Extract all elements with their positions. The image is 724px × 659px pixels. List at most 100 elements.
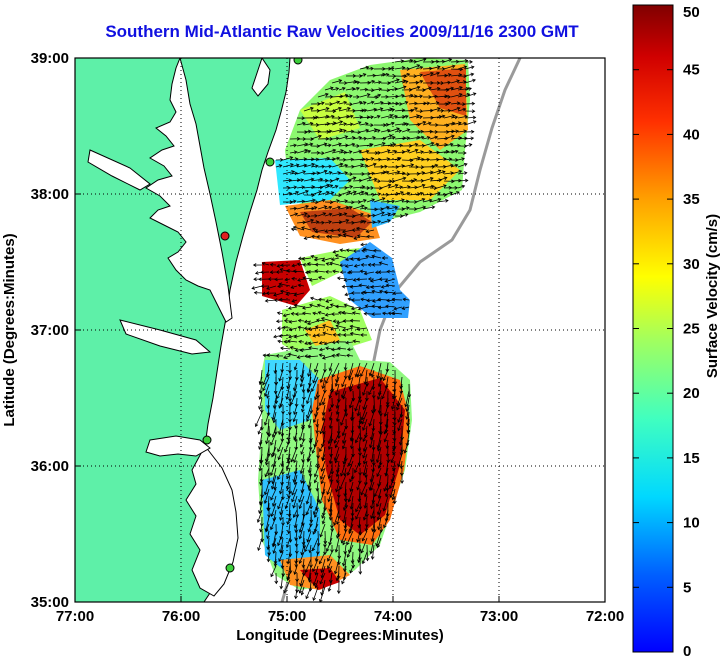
velocity-arrow-head bbox=[318, 134, 322, 139]
albemarle-sound bbox=[145, 435, 211, 457]
velocity-arrow bbox=[366, 137, 376, 140]
velocity-arrow bbox=[255, 411, 263, 427]
velocity-arrow-head bbox=[370, 157, 375, 161]
velocity-arrow-head bbox=[397, 427, 401, 432]
velocity-arrow-head bbox=[376, 473, 380, 477]
velocity-arrow bbox=[293, 376, 298, 391]
velocity-arrow bbox=[287, 551, 291, 564]
velocity-arrow bbox=[457, 163, 468, 168]
velocity-arrow-head bbox=[436, 65, 441, 69]
velocity-arrow bbox=[380, 171, 389, 175]
velocity-arrow-head bbox=[358, 283, 363, 288]
velocity-arrow-head bbox=[305, 595, 309, 600]
velocity-arrow-head bbox=[356, 80, 361, 85]
velocity-arrow-head bbox=[285, 292, 289, 296]
velocity-arrow bbox=[270, 432, 277, 446]
velocity-arrow-head bbox=[328, 234, 332, 239]
velocity-arrow-head bbox=[377, 192, 382, 197]
velocity-arrow bbox=[350, 332, 361, 336]
velocity-arrow-head bbox=[362, 516, 367, 521]
velocity-arrow bbox=[338, 219, 349, 224]
velocity-arrow-head bbox=[327, 588, 332, 592]
velocity-arrow bbox=[279, 369, 284, 381]
velocity-arrow-head bbox=[348, 150, 353, 154]
colorbar-tick-label: 15 bbox=[683, 450, 700, 467]
velocity-arrow-head bbox=[339, 263, 343, 268]
velocity-arrow bbox=[327, 558, 333, 569]
velocity-arrow bbox=[308, 362, 312, 377]
velocity-arrow-head bbox=[402, 176, 407, 181]
velocity-arrow-head bbox=[310, 388, 315, 393]
velocity-arrow bbox=[280, 347, 291, 350]
velocity-arrow-head bbox=[330, 471, 335, 475]
velocity-arrow-head bbox=[263, 393, 268, 397]
velocity-arrow bbox=[331, 143, 342, 147]
velocity-arrow-head bbox=[420, 129, 425, 134]
velocity-arrow-head bbox=[463, 144, 468, 148]
velocity-arrow bbox=[377, 390, 382, 400]
velocity-arrow-head bbox=[437, 197, 442, 202]
velocity-arrow bbox=[331, 101, 340, 105]
radar-station-marker bbox=[265, 157, 275, 167]
velocity-arrow-head bbox=[352, 214, 356, 219]
velocity-arrow bbox=[370, 285, 382, 288]
velocity-arrow-head bbox=[287, 513, 292, 518]
velocity-arrow-head bbox=[407, 185, 411, 189]
velocity-arrow bbox=[415, 131, 424, 133]
velocity-arrow-head bbox=[348, 404, 353, 409]
velocity-arrow bbox=[317, 530, 319, 546]
velocity-arrow bbox=[387, 79, 400, 84]
velocity-arrow bbox=[375, 530, 382, 546]
velocity-arrow bbox=[324, 184, 333, 189]
velocity-arrow-head bbox=[271, 503, 276, 507]
velocity-arrow bbox=[299, 425, 305, 441]
velocity-arrow-head bbox=[387, 183, 392, 188]
velocity-arrow-head bbox=[376, 447, 381, 452]
velocity-arrow-head bbox=[261, 291, 266, 296]
velocity-arrow-head bbox=[276, 311, 281, 316]
velocity-arrow-head bbox=[417, 156, 421, 161]
velocity-arrow-head bbox=[396, 170, 401, 175]
velocity-arrow-head bbox=[272, 543, 277, 547]
velocity-arrow-head bbox=[386, 459, 391, 464]
velocity-arrow bbox=[385, 488, 389, 497]
velocity-arrow bbox=[359, 109, 367, 112]
velocity-arrow-head bbox=[379, 186, 383, 191]
velocity-arrow bbox=[380, 73, 389, 77]
velocity-arrow bbox=[299, 495, 305, 509]
velocity-arrow-head bbox=[364, 434, 368, 439]
velocity-arrow bbox=[324, 158, 336, 161]
velocity-arrow-head bbox=[310, 177, 315, 182]
velocity-arrow-head bbox=[471, 101, 476, 106]
velocity-arrow bbox=[267, 530, 270, 539]
velocity-arrow-head bbox=[353, 190, 357, 195]
velocity-arrow-head bbox=[448, 58, 453, 62]
velocity-arrow-head bbox=[329, 303, 334, 307]
velocity-arrow-head bbox=[344, 425, 349, 430]
velocity-arrow-head bbox=[449, 142, 454, 147]
velocity-arrow bbox=[290, 346, 298, 350]
velocity-arrow-head bbox=[362, 472, 367, 476]
velocity-arrow bbox=[259, 495, 263, 506]
velocity-arrow-head bbox=[371, 289, 375, 294]
velocity-arrow-head bbox=[349, 114, 354, 119]
velocity-arrow-head bbox=[269, 262, 274, 267]
velocity-arrow bbox=[293, 226, 305, 231]
velocity-arrow bbox=[331, 221, 342, 224]
velocity-arrow-head bbox=[321, 198, 326, 203]
velocity-arrow-head bbox=[354, 407, 358, 412]
velocity-arrow-head bbox=[280, 565, 285, 569]
delaware-bay bbox=[251, 58, 271, 97]
velocity-arrow bbox=[351, 439, 354, 449]
velocity-arrow bbox=[336, 474, 340, 483]
velocity-arrow bbox=[289, 213, 298, 217]
velocity-arrow bbox=[315, 579, 319, 588]
velocity-arrow bbox=[271, 502, 277, 517]
velocity-arrow-head bbox=[328, 212, 333, 217]
velocity-arrow bbox=[273, 537, 277, 547]
velocity-arrow-head bbox=[385, 72, 390, 77]
velocity-arrow-head bbox=[262, 353, 267, 358]
velocity-arrow-head bbox=[458, 121, 462, 126]
velocity-arrow bbox=[370, 509, 375, 519]
velocity-arrow-head bbox=[330, 326, 334, 331]
